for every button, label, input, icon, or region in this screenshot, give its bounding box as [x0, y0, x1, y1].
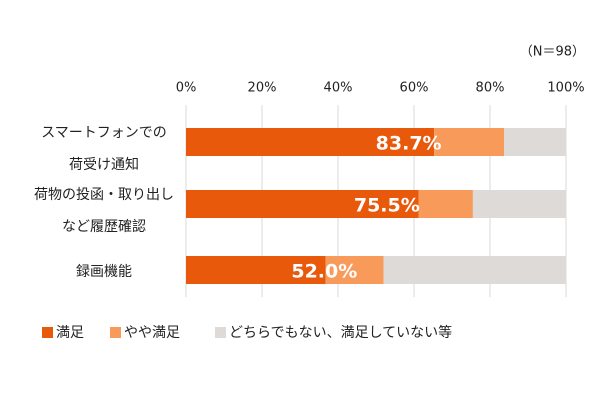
legend-label: 満足	[56, 325, 84, 341]
x-tick-label: 0%	[176, 81, 197, 96]
bar-segment	[186, 256, 326, 284]
note: （N＝98）	[520, 45, 585, 60]
bar-segment	[383, 256, 566, 284]
total-label: 52.0%	[291, 261, 357, 283]
bar-segment	[434, 128, 505, 156]
legend-swatch	[110, 327, 121, 338]
legend-label: やや満足	[124, 325, 180, 341]
bar-segment	[186, 190, 419, 218]
x-tick-label: 80%	[476, 81, 505, 96]
bar-segment	[186, 128, 435, 156]
bar-segment	[325, 256, 384, 284]
x-tick-label: 100%	[547, 81, 584, 96]
x-tick-label: 60%	[400, 81, 429, 96]
total-label: 75.5%	[354, 195, 420, 217]
category-label: 荷物の投函・取り出し	[34, 187, 174, 203]
bar-segment	[504, 128, 566, 156]
category-label: 録画機能	[76, 264, 132, 280]
total-label: 83.7%	[376, 133, 442, 155]
bar-segment	[418, 190, 473, 218]
legend-label: どちらでもない、満足していない等	[229, 324, 452, 341]
x-tick-label: 20%	[248, 81, 277, 96]
x-tick-label: 40%	[324, 81, 353, 96]
category-label: など履歴確認	[62, 219, 146, 235]
legend-swatch	[42, 327, 53, 338]
category-label: 荷受け通知	[69, 156, 139, 173]
category-label: スマートフォンでの	[41, 125, 167, 141]
legend-swatch	[215, 327, 226, 338]
bar-segment	[472, 190, 566, 218]
